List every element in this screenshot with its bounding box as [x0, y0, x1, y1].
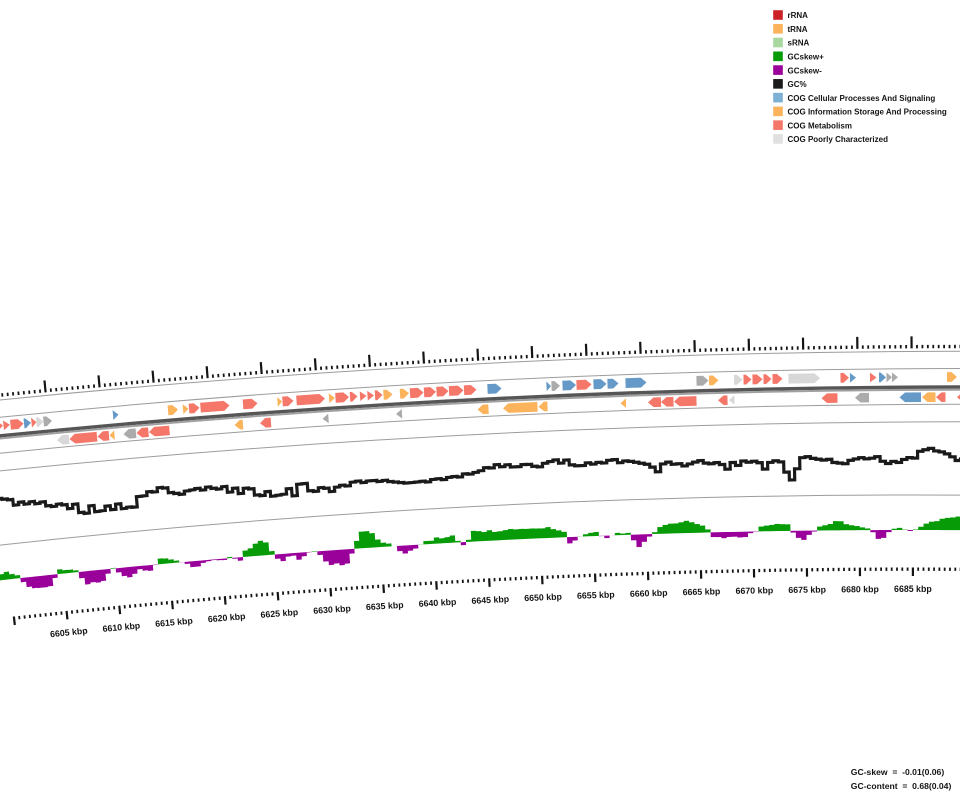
svg-text:GC%: GC%: [788, 80, 807, 89]
svg-text:COG Metabolism: COG Metabolism: [788, 121, 852, 130]
svg-text:COG Cellular Processes And Sig: COG Cellular Processes And Signaling: [788, 94, 936, 103]
svg-text:6680 kbp: 6680 kbp: [841, 584, 879, 594]
svg-text:GC-skew = -0.01(0.06): GC-skew = -0.01(0.06): [851, 767, 945, 777]
svg-text:6645 kbp: 6645 kbp: [471, 594, 510, 606]
svg-text:6630 kbp: 6630 kbp: [313, 603, 352, 616]
svg-text:6615 kbp: 6615 kbp: [155, 616, 194, 629]
svg-text:6605 kbp: 6605 kbp: [50, 625, 89, 639]
svg-text:GCskew-: GCskew-: [788, 66, 823, 75]
svg-text:6635 kbp: 6635 kbp: [366, 600, 405, 612]
svg-text:6685 kbp: 6685 kbp: [894, 584, 932, 594]
svg-text:6625 kbp: 6625 kbp: [260, 607, 299, 620]
svg-text:sRNA: sRNA: [788, 39, 810, 48]
svg-text:6640 kbp: 6640 kbp: [418, 597, 457, 609]
svg-text:6610 kbp: 6610 kbp: [102, 620, 141, 634]
svg-text:GC-content = 0.68(0.04): GC-content = 0.68(0.04): [851, 781, 952, 791]
svg-text:COG Information Storage And Pr: COG Information Storage And Processing: [788, 108, 947, 117]
svg-text:tRNA: tRNA: [788, 25, 808, 34]
svg-text:6665 kbp: 6665 kbp: [683, 586, 722, 597]
svg-text:6670 kbp: 6670 kbp: [735, 585, 773, 596]
svg-text:6660 kbp: 6660 kbp: [630, 588, 669, 599]
svg-text:6675 kbp: 6675 kbp: [788, 585, 826, 595]
svg-text:6655 kbp: 6655 kbp: [577, 589, 616, 600]
svg-text:rRNA: rRNA: [788, 11, 809, 20]
svg-text:6620 kbp: 6620 kbp: [207, 611, 246, 624]
svg-text:6650 kbp: 6650 kbp: [524, 591, 563, 603]
svg-text:GCskew+: GCskew+: [788, 53, 825, 62]
svg-text:COG Poorly Characterized: COG Poorly Characterized: [788, 135, 889, 144]
